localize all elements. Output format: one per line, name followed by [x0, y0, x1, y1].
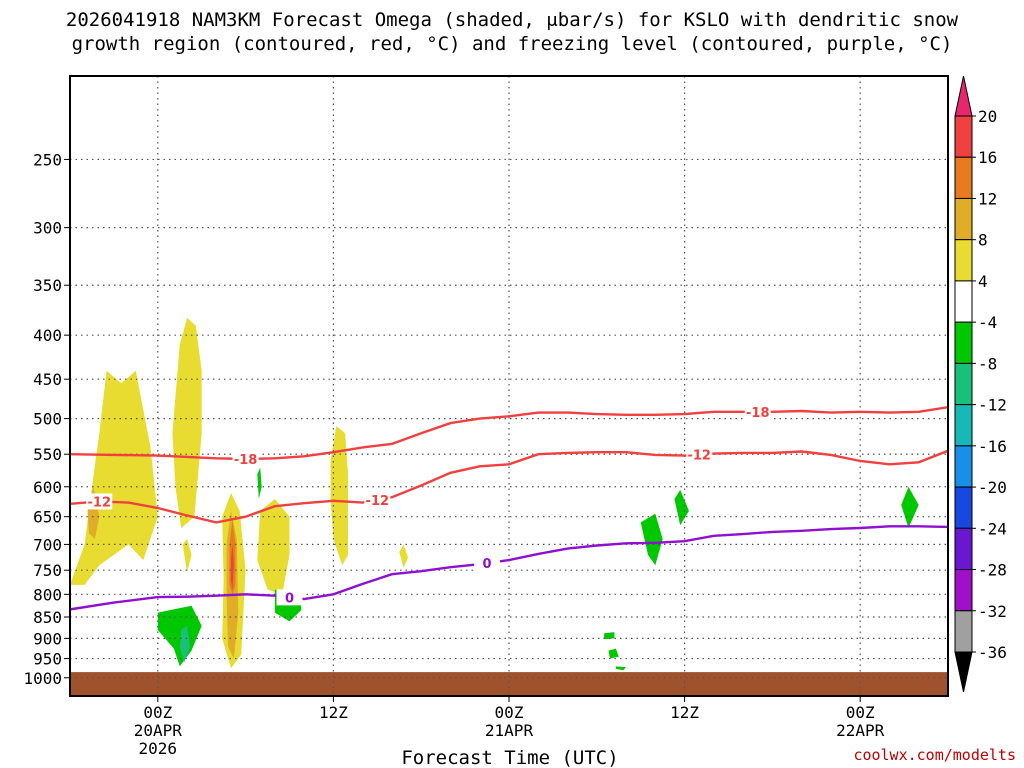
x-tick-label: 00Z: [846, 703, 875, 722]
colorbar-swatch: [954, 610, 973, 653]
y-tick-label: 1000: [23, 669, 62, 688]
y-tick-label: 350: [33, 276, 62, 295]
contour-label-bg: [86, 493, 113, 510]
colorbar-bottom-triangle: [954, 651, 973, 693]
colorbar-label: -36: [978, 643, 1007, 662]
x-tick-label: 21APR: [485, 721, 534, 740]
omega-region: [330, 426, 348, 566]
colorbar-swatch: [954, 486, 973, 529]
contour-label: -18: [746, 406, 770, 421]
x-tick-label: 00Z: [143, 703, 172, 722]
y-tick-label: 300: [33, 219, 62, 238]
colorbar-swatch: [954, 115, 973, 158]
colorbar-label: -24: [978, 519, 1007, 538]
terrain-surface: [70, 672, 948, 696]
x-tick-label: 2026: [139, 739, 178, 758]
y-tick-label: 550: [33, 445, 62, 464]
x-tick-label: 22APR: [836, 721, 885, 740]
x-axis-label: Forecast Time (UTC): [401, 747, 618, 768]
colorbar-label: -4: [978, 313, 997, 332]
colorbar-label: -32: [978, 602, 1007, 621]
contour-label: 0: [483, 557, 492, 572]
contour-label-bg: [474, 555, 501, 572]
y-tick-label: 800: [33, 585, 62, 604]
colorbar-label: 16: [978, 148, 997, 167]
colorbar-label: 20: [978, 107, 997, 126]
colorbar-legend: 20 16 12 8 4 -4 -8 -12 -16 -20 -24 -28 -32 -36: [954, 75, 1007, 693]
colorbar-label: -28: [978, 561, 1007, 580]
contour-label: -12: [687, 449, 711, 464]
x-tick-label: 12Z: [319, 703, 348, 722]
colorbar-label: -20: [978, 478, 1007, 497]
contour-label-bg: [364, 491, 391, 508]
colorbar-label: -12: [978, 396, 1007, 415]
colorbar-swatch: [954, 239, 973, 282]
y-tick-label: 250: [33, 150, 62, 169]
y-tick-label: 950: [33, 650, 62, 669]
colorbar-swatch: [954, 404, 973, 447]
omega-region: [231, 544, 234, 590]
omega-region: [901, 486, 919, 528]
y-tick-label: 450: [33, 370, 62, 389]
colorbar-label: -8: [978, 354, 997, 373]
colorbar-label: -16: [978, 437, 1007, 456]
y-tick-label: 900: [33, 629, 62, 648]
omega-region: [608, 648, 619, 659]
y-tick-label: 850: [33, 608, 62, 627]
colorbar-label: 4: [978, 272, 988, 291]
colorbar-swatch: [954, 156, 973, 199]
chart-title: 2026041918 NAM3KM Forecast Omega (shaded…: [66, 9, 959, 55]
colorbar-swatch: [954, 197, 973, 241]
y-tick-label: 600: [33, 478, 62, 497]
omega-region: [399, 544, 408, 568]
y-tick-label: 500: [33, 410, 62, 429]
y-tick-label: 750: [33, 561, 62, 580]
omega-region: [674, 489, 689, 526]
omega-region: [157, 605, 202, 667]
y-tick-label: 400: [33, 326, 62, 345]
x-tick-label: 00Z: [495, 703, 524, 722]
contour-label: -12: [88, 495, 112, 510]
y-tick-label: 650: [33, 508, 62, 527]
colorbar-swatch: [954, 280, 973, 323]
omega-region: [179, 625, 190, 663]
x-tick-label: 12Z: [670, 703, 699, 722]
contour-label: 0: [285, 591, 294, 606]
colorbar-top-triangle: [954, 75, 973, 117]
colorbar-swatch: [954, 321, 973, 364]
colorbar-label: 8: [978, 231, 988, 250]
colorbar-swatch: [954, 362, 973, 406]
contour-line: [70, 449, 948, 524]
omega-region: [604, 632, 615, 640]
omega-region: [257, 499, 290, 595]
omega-region: [257, 467, 262, 499]
omega-region: [172, 317, 202, 528]
omega-region: [640, 513, 663, 566]
chart-title-line: growth region (contoured, red, °C) and f…: [72, 33, 953, 55]
chart-title-line: 2026041918 NAM3KM Forecast Omega (shaded…: [66, 9, 959, 31]
y-axis-pressure: 250 300 350 400 450 500 550 600 650 700 750 800 850 9…: [23, 150, 70, 688]
contour-label-bg: [744, 403, 771, 420]
plot-area: -18 -18 -12 -12 -12 0 0: [69, 75, 949, 697]
contour-line: [70, 525, 948, 611]
x-tick-label: 20APR: [134, 721, 183, 740]
contour-label-bg: [232, 450, 259, 467]
temperature-contours: -18 -18 -12 -12 -12 0 0: [70, 403, 948, 611]
omega-region: [182, 539, 192, 573]
grid-lines: [70, 76, 948, 696]
contour-label: -18: [234, 453, 258, 468]
credit-link[interactable]: coolwx.com/modelts: [853, 746, 1016, 764]
colorbar-swatch: [954, 445, 973, 488]
terrain-fill: [70, 672, 948, 696]
colorbar-swatch: [954, 527, 973, 571]
contour-label: -12: [366, 494, 390, 509]
colorbar-swatch: [954, 569, 973, 612]
omega-region: [615, 666, 627, 671]
y-tick-label: 700: [33, 535, 62, 554]
colorbar-label: 12: [978, 189, 997, 208]
contour-label-bg: [686, 446, 713, 463]
contour-label-bg: [276, 589, 303, 606]
